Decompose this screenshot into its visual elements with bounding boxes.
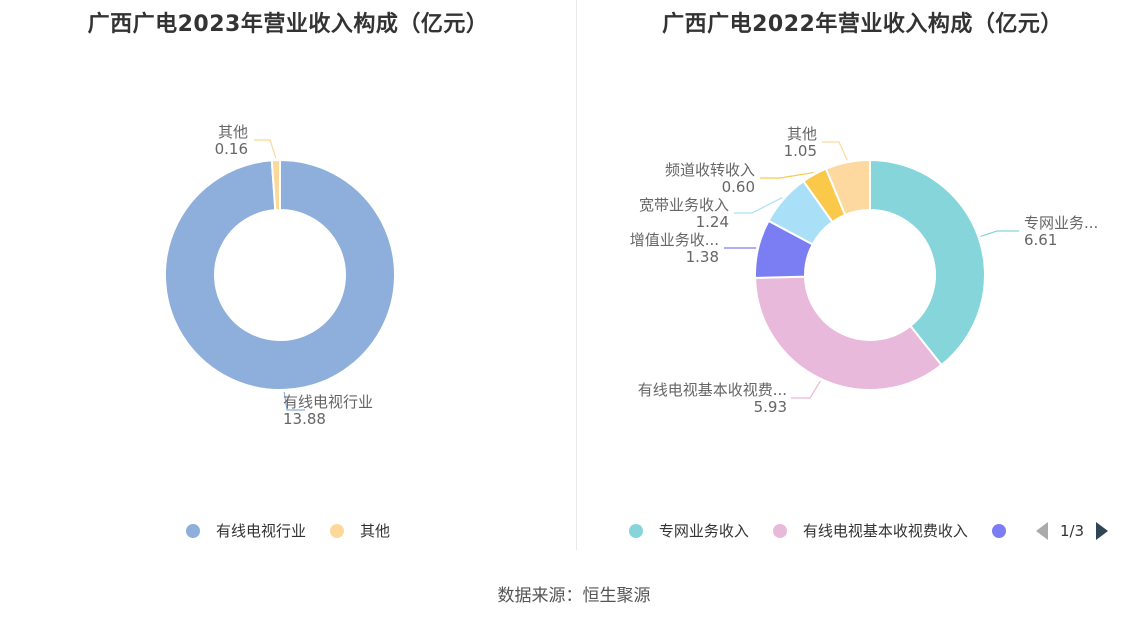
legend-label: 有线电视基本收视费收入 [802, 522, 968, 540]
legend-marker [330, 523, 344, 538]
label-leader-line [822, 141, 848, 161]
pie-slice[interactable] [164, 158, 396, 391]
legend-item[interactable] [991, 523, 1006, 538]
legend-2022: 专网业务收入 有线电视基本收视费收入 1/3 [577, 520, 1148, 541]
pie-slice[interactable] [869, 158, 986, 367]
slice-value-label: 5.93 [754, 398, 787, 416]
donut-chart-2022: 专网业务...6.61 有线电视基本收视费...5.93 增值业务收...1.38 宽… [630, 125, 1099, 416]
chart-title-2022: 广西广电2022年营业收入构成（亿元） [662, 12, 1063, 37]
data-source: 数据来源：恒生聚源 [497, 586, 651, 606]
label-leader-line [791, 380, 821, 399]
legend-label: 有线电视行业 [215, 522, 306, 540]
slice-name-label: 增值业务收... [630, 231, 719, 249]
pager-prev-icon[interactable] [1035, 521, 1048, 540]
panel-divider [576, 0, 577, 550]
slice-value-label: 1.38 [686, 248, 719, 266]
pager-next-icon[interactable] [1096, 521, 1109, 540]
legend-label: 其他 [360, 522, 391, 540]
pager-text: 1/3 [1059, 521, 1085, 540]
label-leader-line [254, 139, 277, 159]
pie-slice[interactable] [270, 158, 281, 212]
chart-title-2023: 广西广电2023年营业收入构成（亿元） [87, 12, 489, 37]
chart-panel-2022: 广西广电2022年营业收入构成（亿元） 专网业务... 6.61 有线电视基本收视费… [577, 0, 1148, 555]
legend-marker [185, 523, 200, 538]
pie-slice[interactable] [754, 275, 943, 391]
legend-pager: 1/3 [1035, 521, 1109, 540]
chart-panel-2023: 广西广电2023年营业收入构成（亿元） 有线电视行业 13.88 其他 0.16 有线… [0, 0, 576, 555]
slice-name-label: 宽带业务收入 [639, 196, 729, 214]
legend-label: 专网业务收入 [658, 522, 749, 540]
slice-value-label: 1.24 [696, 213, 729, 231]
legend-item[interactable]: 有线电视基本收视费收入 [772, 520, 968, 541]
legend-item[interactable]: 其他 [330, 520, 390, 541]
legend-marker [628, 523, 643, 538]
label-leader-line [734, 197, 783, 214]
label-leader-line [760, 171, 814, 179]
slice-name-label: 专网业务... [1024, 214, 1098, 232]
pie-slice[interactable] [824, 158, 871, 217]
slice-name-label: 有线电视行业 [283, 393, 373, 411]
label-leader-line [283, 391, 305, 411]
slice-value-label: 13.88 [283, 410, 326, 428]
legend-2023: 有线电视行业 其他 [0, 520, 576, 541]
slice-value-label: 6.61 [1024, 231, 1057, 249]
slice-name-label: 其他 [218, 123, 248, 141]
slice-name-label: 有线电视基本收视费... [638, 381, 787, 399]
slice-name-label: 频道收转收入 [665, 161, 755, 179]
slice-name-label: 其他 [787, 125, 817, 143]
legend-item[interactable]: 专网业务收入 [628, 520, 749, 541]
label-leader-line [980, 230, 1019, 238]
legend-marker [772, 523, 787, 538]
legend-marker [991, 523, 1006, 538]
legend-item[interactable]: 有线电视行业 [185, 520, 306, 541]
slice-value-label: 0.60 [722, 178, 755, 196]
slice-value-label: 1.05 [784, 142, 817, 160]
slice-value-label: 0.16 [215, 140, 248, 158]
